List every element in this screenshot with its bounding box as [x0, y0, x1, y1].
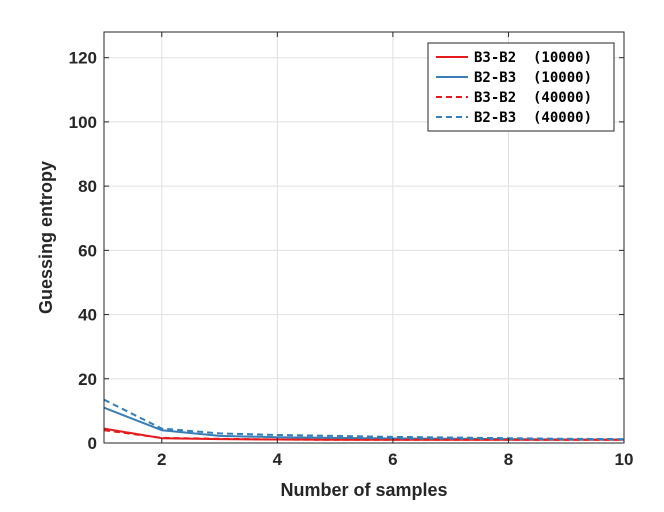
legend-entry: B3-B2 (10000) — [474, 50, 592, 66]
legend-entry: B2-B3 (10000) — [474, 70, 592, 86]
x-tick-label: 10 — [615, 450, 634, 469]
series-layer — [103, 398, 625, 441]
legend: B3-B2 (10000) B2-B3 (10000) B3-B2 (40000) B… — [427, 42, 615, 132]
legend-entry: B3-B2 (40000) — [474, 90, 592, 106]
axes-frame — [103, 31, 625, 444]
series-line-4 — [103, 398, 625, 441]
y-tick-label: 120 — [69, 49, 97, 68]
y-tick-label: 80 — [78, 177, 97, 196]
series-line-3 — [103, 429, 624, 441]
y-axis-label: Guessing entropy — [36, 161, 56, 314]
x-tick-label: 8 — [504, 450, 513, 469]
y-tick-label: 20 — [78, 370, 97, 389]
x-axis-label: Number of samples — [280, 480, 447, 500]
y-tick-label: 60 — [78, 241, 97, 260]
tick-marks — [104, 32, 625, 444]
y-tick-label: 100 — [69, 113, 97, 132]
x-tick-label: 4 — [273, 450, 283, 469]
y-tick-label: 40 — [78, 306, 97, 325]
x-tick-label: 2 — [157, 450, 166, 469]
y-tick-label: 0 — [88, 434, 97, 453]
legend-entry: B2-B3 (40000) — [474, 110, 592, 126]
x-tick-label: 6 — [388, 450, 397, 469]
